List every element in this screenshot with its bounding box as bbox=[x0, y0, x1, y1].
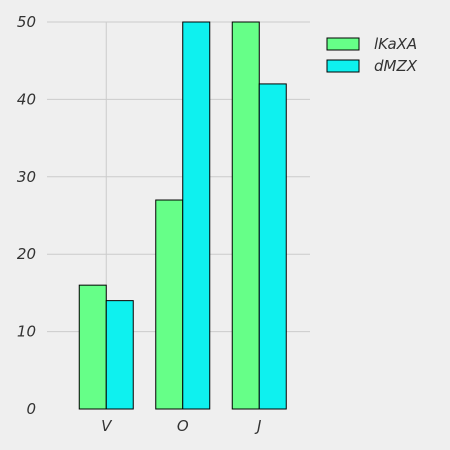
bar-dMZX-J bbox=[258, 83, 287, 410]
bar-lKaXA-O bbox=[155, 199, 184, 410]
y-tick-label-0: 0 bbox=[26, 400, 36, 418]
y-tick-label-20: 20 bbox=[17, 245, 36, 263]
x-tick-label-J: J bbox=[254, 417, 261, 435]
bar-lKaXA-J bbox=[231, 21, 260, 410]
legend-swatch-lKaXA bbox=[326, 37, 360, 51]
bar-dMZX-V bbox=[105, 300, 134, 410]
y-tick-label-40: 40 bbox=[17, 90, 36, 108]
x-tick-label-V: V bbox=[101, 417, 113, 435]
legend-swatch-dMZX bbox=[326, 59, 360, 73]
bars bbox=[78, 21, 287, 410]
y-tick-label-50: 50 bbox=[17, 13, 36, 31]
legend: lKaXA dMZX bbox=[326, 35, 418, 75]
y-tick-label-30: 30 bbox=[17, 168, 36, 186]
x-tick-label-O: O bbox=[177, 417, 189, 435]
y-tick-label-10: 10 bbox=[17, 323, 36, 341]
bar-dMZX-O bbox=[182, 21, 211, 410]
y-axis-ticks: 0 10 20 30 40 50 bbox=[17, 13, 36, 418]
bar-lKaXA-V bbox=[78, 284, 107, 410]
legend-label-lKaXA: lKaXA bbox=[374, 35, 417, 53]
legend-label-dMZX: dMZX bbox=[374, 57, 418, 75]
